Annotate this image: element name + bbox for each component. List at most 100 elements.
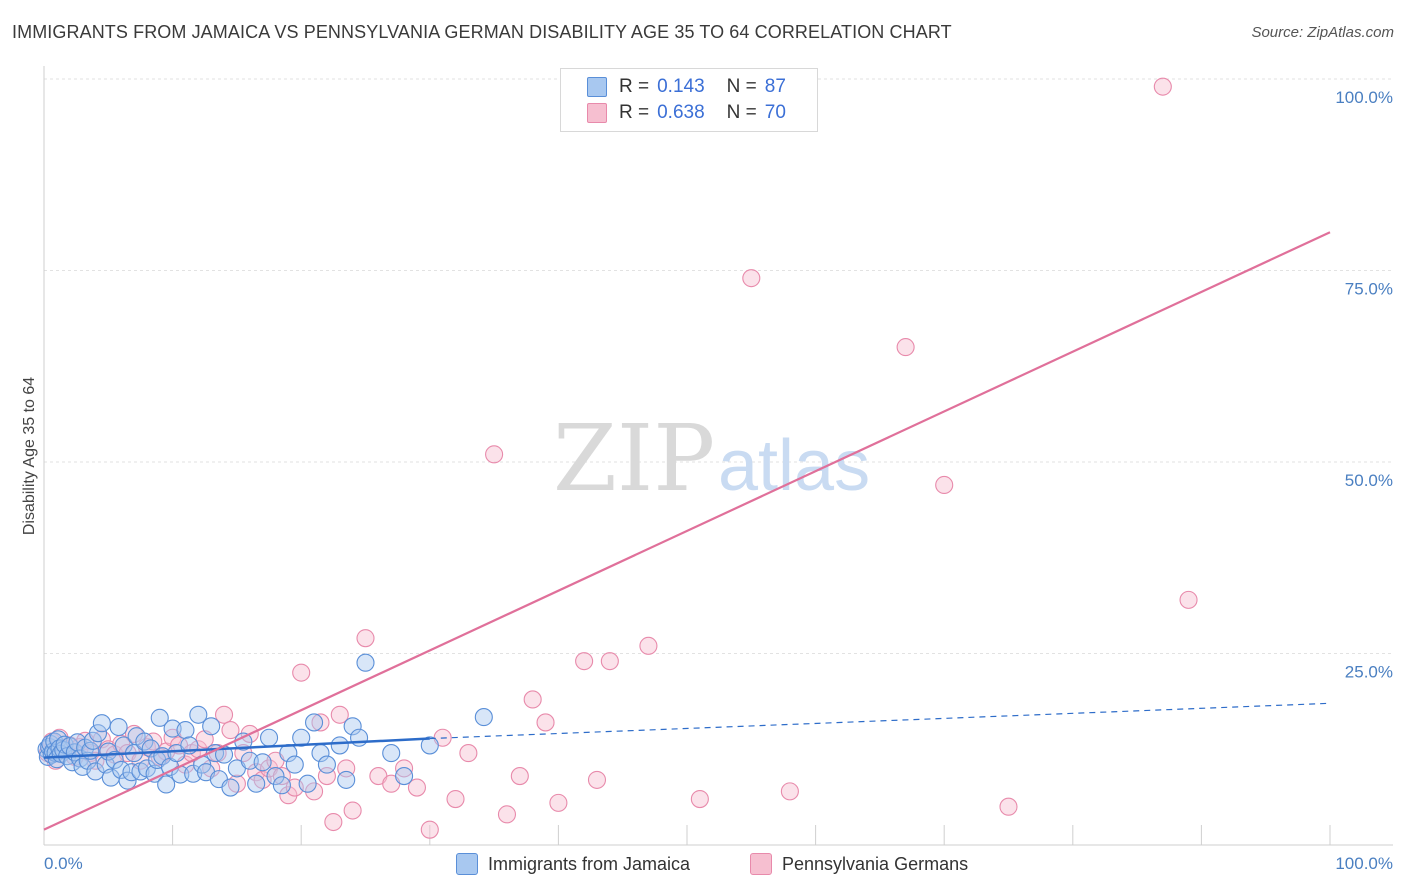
data-point bbox=[356, 653, 375, 672]
data-point bbox=[536, 713, 555, 732]
trend-line-jamaica-extension bbox=[429, 702, 1331, 740]
bottom-legend-swatch-pink bbox=[750, 853, 772, 875]
data-point bbox=[330, 705, 349, 724]
data-point bbox=[285, 755, 304, 774]
y-tick-label: 75.0% bbox=[1345, 280, 1393, 299]
data-point bbox=[350, 728, 369, 747]
data-point bbox=[356, 629, 375, 648]
legend-row-jamaica: R = 0.143 N = 87 bbox=[587, 75, 786, 99]
data-point bbox=[135, 732, 154, 751]
data-point bbox=[1179, 590, 1198, 609]
trend-line-jamaica bbox=[43, 737, 430, 759]
data-point bbox=[337, 770, 356, 789]
stats-legend: R = 0.143 N = 87 R = 0.638 N = 70 bbox=[560, 68, 818, 132]
data-point bbox=[446, 789, 465, 809]
data-point bbox=[272, 776, 291, 795]
y-tick-label: 50.0% bbox=[1345, 471, 1393, 490]
legend-r-value: 0.638 bbox=[657, 102, 705, 123]
data-point bbox=[780, 782, 799, 801]
data-point bbox=[221, 778, 240, 797]
data-point bbox=[690, 789, 709, 809]
data-point bbox=[324, 812, 343, 832]
data-point bbox=[176, 721, 195, 740]
data-point bbox=[279, 786, 298, 805]
bottom-legend-penn-german: Pennsylvania Germans bbox=[750, 852, 968, 876]
data-point bbox=[935, 475, 954, 495]
data-point bbox=[292, 728, 311, 747]
legend-swatch-blue bbox=[587, 77, 607, 97]
legend-n-value: 87 bbox=[764, 76, 786, 97]
gridlines bbox=[44, 78, 1393, 654]
y-tick-label: 25.0% bbox=[1345, 663, 1393, 682]
data-point bbox=[420, 820, 439, 839]
data-point bbox=[575, 652, 594, 671]
data-point bbox=[420, 736, 439, 755]
data-point bbox=[459, 744, 478, 763]
data-point bbox=[407, 778, 426, 797]
data-point bbox=[311, 713, 330, 732]
data-point bbox=[485, 445, 504, 464]
data-point bbox=[214, 705, 234, 724]
bottom-legend-label: Immigrants from Jamaica bbox=[488, 853, 691, 874]
data-point bbox=[395, 759, 414, 778]
data-point bbox=[999, 797, 1018, 816]
data-point bbox=[150, 708, 169, 727]
data-point bbox=[587, 770, 607, 789]
data-point bbox=[305, 782, 324, 801]
data-point bbox=[600, 652, 619, 671]
legend-r-value: 0.143 bbox=[657, 76, 705, 97]
data-point bbox=[157, 775, 176, 794]
data-point bbox=[298, 774, 317, 793]
y-tick-label: 100.0% bbox=[1335, 88, 1393, 107]
data-point bbox=[382, 744, 401, 763]
y-axis-label: Disability Age 35 to 64 bbox=[21, 377, 38, 535]
data-point bbox=[105, 750, 124, 770]
trend-lines bbox=[43, 231, 1331, 831]
data-point bbox=[639, 636, 658, 655]
bottom-legend-jamaica: Immigrants from Jamaica bbox=[456, 852, 690, 876]
watermark-atlas: atlas bbox=[718, 426, 870, 506]
legend-n-label: N = bbox=[726, 102, 757, 123]
data-point bbox=[124, 724, 144, 743]
bottom-legend-label: Pennsylvania Germans bbox=[782, 853, 969, 874]
legend-n-label: N = bbox=[726, 76, 757, 97]
legend-r-label: R = bbox=[619, 102, 650, 123]
data-point bbox=[86, 762, 105, 781]
data-point bbox=[343, 717, 362, 736]
data-point bbox=[742, 269, 761, 288]
data-point bbox=[92, 714, 111, 733]
legend-row-penn-german: R = 0.638 N = 70 bbox=[587, 101, 786, 125]
data-point bbox=[88, 724, 108, 743]
data-point bbox=[497, 805, 517, 824]
data-point bbox=[253, 753, 272, 772]
data-point bbox=[510, 767, 529, 786]
data-point bbox=[221, 721, 240, 740]
data-point bbox=[330, 736, 349, 755]
data-point bbox=[247, 774, 266, 793]
data-point bbox=[189, 705, 208, 724]
source-credit: Source: ZipAtlas.com bbox=[1251, 24, 1394, 41]
data-point bbox=[343, 801, 362, 820]
data-point bbox=[118, 771, 137, 790]
data-point bbox=[395, 767, 414, 786]
legend-r-label: R = bbox=[619, 76, 650, 97]
data-point bbox=[202, 717, 221, 736]
data-point bbox=[292, 663, 311, 682]
data-point bbox=[266, 767, 285, 786]
bottom-legend-swatch-blue bbox=[456, 853, 478, 875]
x-tick-label-max: 100.0% bbox=[1335, 854, 1393, 873]
chart-title: IMMIGRANTS FROM JAMAICA VS PENNSYLVANIA … bbox=[12, 22, 952, 42]
data-point bbox=[896, 338, 915, 357]
watermark-zip: ZIP bbox=[553, 405, 715, 512]
data-point bbox=[259, 728, 279, 747]
data-point bbox=[474, 708, 493, 727]
legend-n-value: 70 bbox=[764, 102, 786, 123]
legend-swatch-pink bbox=[587, 103, 607, 123]
data-point bbox=[317, 755, 336, 774]
data-point bbox=[305, 713, 324, 732]
data-point bbox=[523, 690, 542, 709]
data-point bbox=[1153, 77, 1172, 96]
axes bbox=[43, 66, 1393, 846]
data-point bbox=[549, 793, 568, 812]
